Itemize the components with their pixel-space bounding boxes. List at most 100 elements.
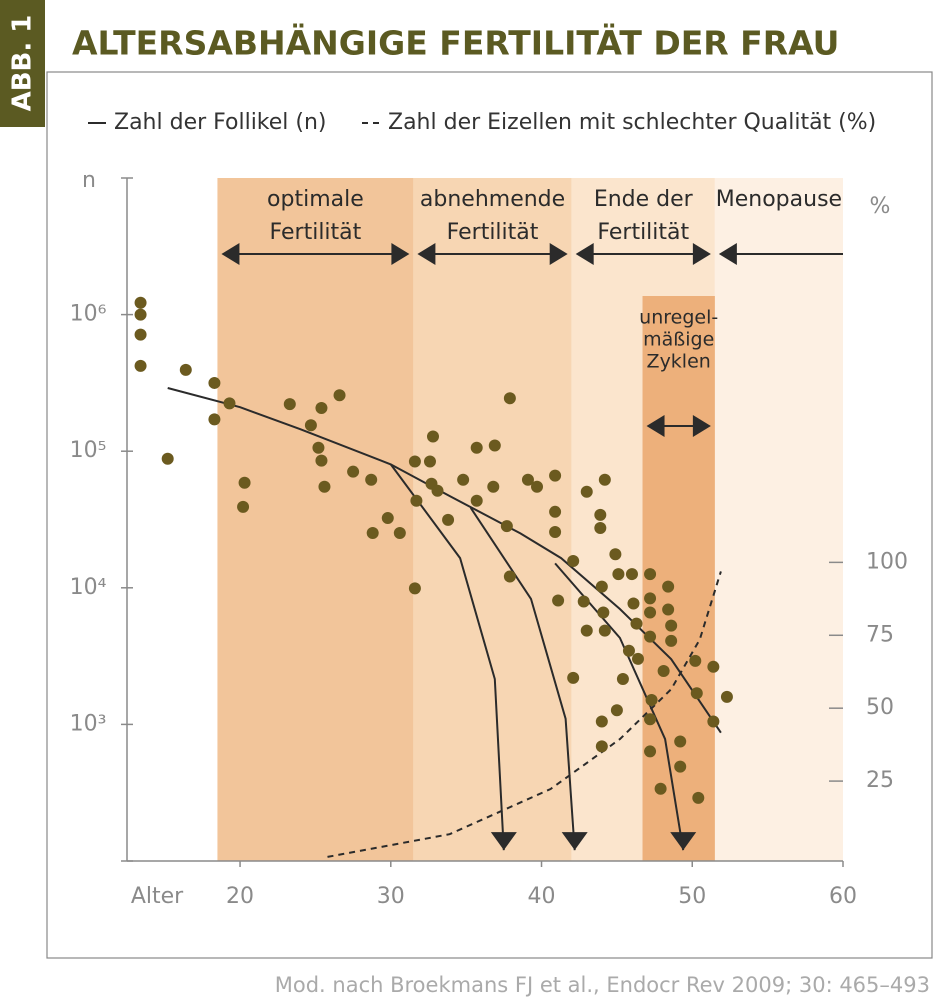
data-point [457, 473, 470, 486]
y2-tick-label: 75 [866, 622, 894, 647]
data-point [470, 494, 483, 507]
data-point [662, 603, 675, 616]
region-label: Ende der [594, 187, 694, 212]
x-tick-label: 30 [377, 884, 405, 909]
source: Mod. nach Broekmans FJ et al., Endocr Re… [275, 973, 930, 997]
data-point [503, 392, 516, 405]
branch-arrow [490, 832, 517, 851]
data-point [654, 782, 667, 795]
data-point [134, 308, 147, 321]
data-point [531, 480, 544, 493]
data-point [134, 359, 147, 372]
data-point [674, 760, 687, 773]
data-point [408, 455, 421, 468]
data-point [644, 592, 657, 605]
branch-arrow [670, 832, 697, 851]
y-tick-label: 10³ [70, 711, 107, 736]
data-point [223, 397, 236, 410]
data-point [644, 713, 657, 726]
arrow-head [646, 415, 665, 437]
region [714, 178, 843, 861]
data-point [625, 568, 638, 581]
data-point [644, 606, 657, 619]
region-label: Fertilität [597, 220, 689, 245]
data-point [644, 745, 657, 758]
data-point [594, 522, 607, 535]
data-point [580, 485, 593, 498]
data-point [612, 568, 625, 581]
data-point [161, 452, 174, 465]
data-point [304, 419, 317, 432]
data-point [567, 555, 580, 568]
inner-region-label: unregel- [639, 307, 718, 329]
data-point [470, 441, 483, 454]
data-point [610, 704, 623, 717]
arrow-head [718, 243, 737, 265]
branch-arrow [561, 832, 588, 851]
y2-axis-label: % [870, 194, 891, 219]
arrow-head [692, 243, 711, 265]
data-point [315, 454, 328, 467]
data-point [503, 570, 516, 583]
data-point [657, 664, 670, 677]
y2-tick-label: 100 [866, 549, 908, 574]
x-tick-label: 60 [829, 884, 857, 909]
data-point [208, 376, 221, 389]
data-point [426, 430, 439, 443]
arrow-head [692, 415, 711, 437]
data-point [366, 526, 379, 539]
data-point [720, 690, 733, 703]
data-point [631, 652, 644, 665]
data-point [707, 715, 720, 728]
data-point [549, 505, 562, 518]
data-point [662, 580, 675, 593]
data-point [674, 735, 687, 748]
arrow-head [221, 243, 240, 265]
data-point [609, 548, 622, 561]
data-point [487, 480, 500, 493]
data-point [577, 595, 590, 608]
data-point [208, 413, 221, 426]
data-point [567, 671, 580, 684]
data-point [410, 494, 423, 507]
data-point [488, 439, 501, 452]
data-point [622, 644, 635, 657]
data-point [552, 594, 565, 607]
data-point [521, 473, 534, 486]
data-point [134, 296, 147, 309]
data-point [644, 630, 657, 643]
data-point [423, 455, 436, 468]
region-label: Fertilität [270, 220, 362, 245]
region-label: optimale [267, 187, 364, 212]
chart-title: ALTERSABHÄNGIGE FERTILITÄT DER FRAU [72, 23, 839, 63]
data-point [630, 617, 643, 630]
data-point [595, 740, 608, 753]
data-point [692, 791, 705, 804]
y-axis-label: n [82, 168, 96, 193]
legend-label: Zahl der Follikel (n) [114, 110, 327, 135]
data-point [442, 513, 455, 526]
data-point [665, 634, 678, 647]
region-label: Fertilität [447, 220, 539, 245]
x-tick-label: 40 [528, 884, 556, 909]
branch-line [389, 463, 505, 851]
data-point [237, 500, 250, 513]
x-tick-label: 20 [226, 884, 254, 909]
inner-region-label: Zyklen [647, 351, 711, 373]
legend-label: Zahl der Eizellen mit schlechter Qualitä… [388, 110, 876, 135]
arrow-head [417, 243, 436, 265]
data-point [594, 508, 607, 521]
data-point [707, 660, 720, 673]
data-point [627, 597, 640, 610]
data-point [549, 526, 562, 539]
region-label: Menopause [716, 187, 842, 212]
data-point [549, 469, 562, 482]
data-point [333, 389, 346, 402]
plot: optimale Fertilität abnehmende Fertilität En… [70, 110, 908, 909]
y2-tick-label: 25 [866, 768, 894, 793]
y2-tick-label: 50 [866, 695, 894, 720]
data-point [598, 624, 611, 637]
data-point [580, 624, 593, 637]
x-tick-label: 50 [678, 884, 706, 909]
